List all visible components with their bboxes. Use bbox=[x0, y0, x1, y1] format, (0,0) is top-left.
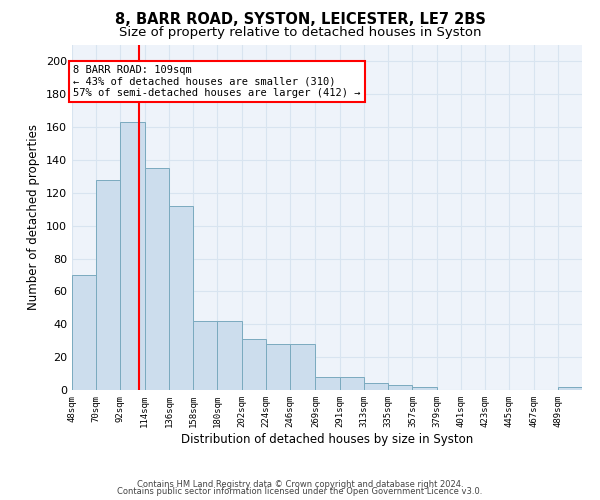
Bar bbox=[364, 384, 388, 390]
Bar bbox=[96, 180, 121, 390]
Text: 8 BARR ROAD: 109sqm
← 43% of detached houses are smaller (310)
57% of semi-detac: 8 BARR ROAD: 109sqm ← 43% of detached ho… bbox=[73, 64, 361, 98]
Bar bbox=[340, 377, 364, 390]
Bar bbox=[290, 344, 316, 390]
Text: Size of property relative to detached houses in Syston: Size of property relative to detached ho… bbox=[119, 26, 481, 39]
Text: Contains public sector information licensed under the Open Government Licence v3: Contains public sector information licen… bbox=[118, 487, 482, 496]
Bar bbox=[316, 377, 340, 390]
X-axis label: Distribution of detached houses by size in Syston: Distribution of detached houses by size … bbox=[181, 432, 473, 446]
Bar bbox=[169, 206, 193, 390]
Y-axis label: Number of detached properties: Number of detached properties bbox=[28, 124, 40, 310]
Bar bbox=[412, 386, 437, 390]
Text: Contains HM Land Registry data © Crown copyright and database right 2024.: Contains HM Land Registry data © Crown c… bbox=[137, 480, 463, 489]
Bar bbox=[558, 386, 582, 390]
Bar bbox=[388, 385, 412, 390]
Bar bbox=[145, 168, 169, 390]
Bar bbox=[242, 339, 266, 390]
Bar bbox=[121, 122, 145, 390]
Bar bbox=[72, 275, 96, 390]
Bar bbox=[217, 321, 242, 390]
Bar bbox=[266, 344, 290, 390]
Text: 8, BARR ROAD, SYSTON, LEICESTER, LE7 2BS: 8, BARR ROAD, SYSTON, LEICESTER, LE7 2BS bbox=[115, 12, 485, 28]
Bar bbox=[193, 321, 217, 390]
